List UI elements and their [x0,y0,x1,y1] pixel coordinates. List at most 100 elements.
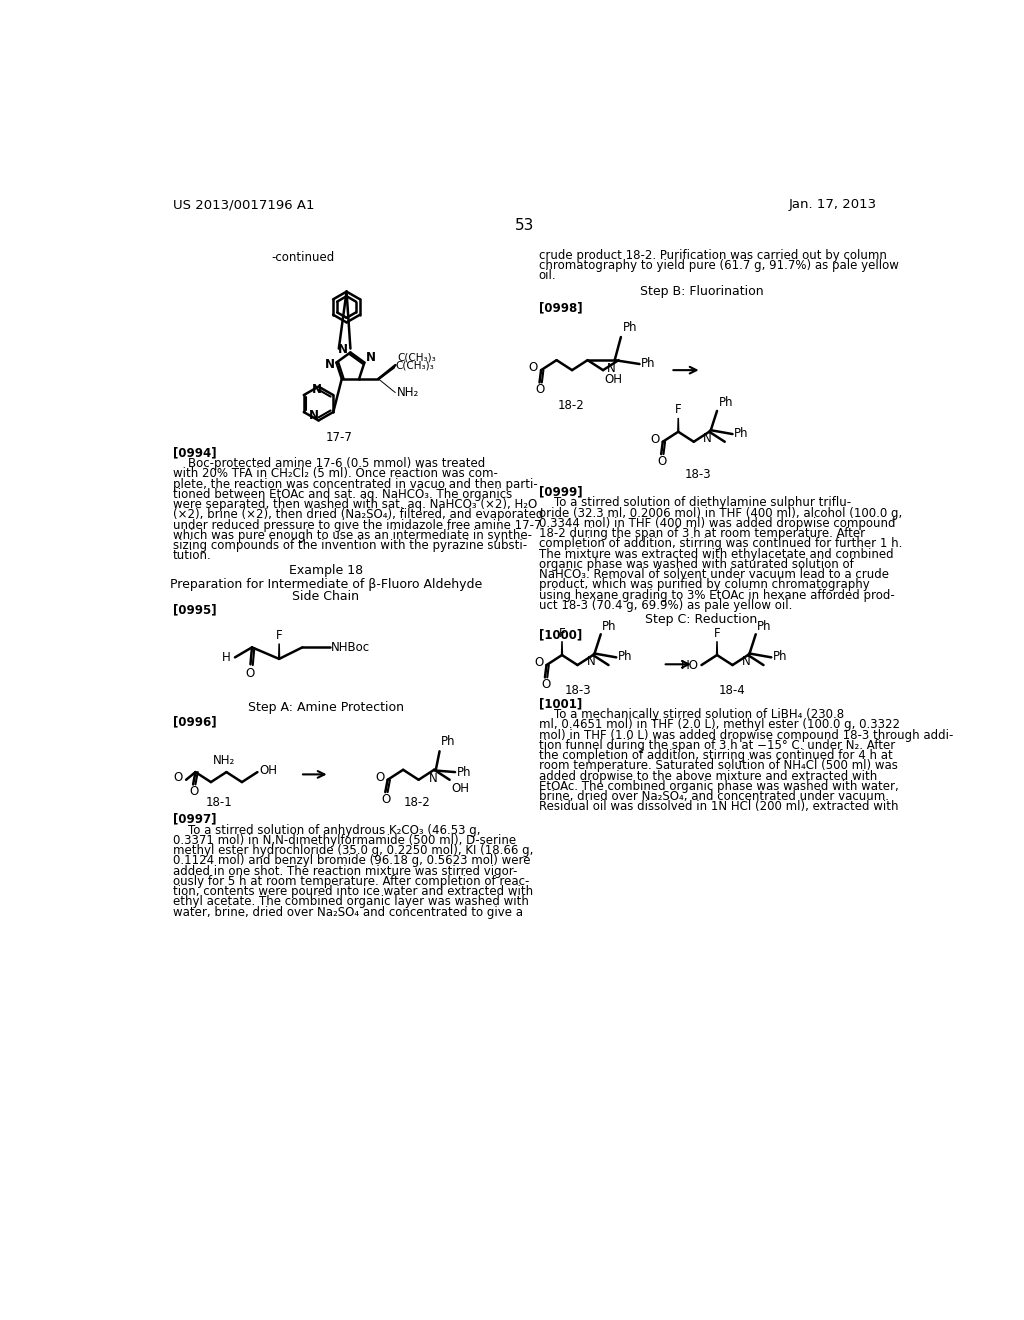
Text: [0997]: [0997] [173,813,216,826]
Text: N: N [366,351,376,364]
Text: O: O [650,433,659,446]
Text: O: O [174,771,183,784]
Text: chromatography to yield pure (61.7 g, 91.7%) as pale yellow: chromatography to yield pure (61.7 g, 91… [539,259,899,272]
Text: product, which was purified by column chromatography: product, which was purified by column ch… [539,578,869,591]
Text: which was pure enough to use as an intermediate in synthe-: which was pure enough to use as an inter… [173,529,531,541]
Text: O: O [541,678,550,692]
Text: 18-2: 18-2 [558,400,585,412]
Text: 18-1: 18-1 [206,796,232,809]
Text: brine, dried over Na₂SO₄, and concentrated under vacuum.: brine, dried over Na₂SO₄, and concentrat… [539,791,889,803]
Text: Ph: Ph [623,321,637,334]
Text: crude product 18-2. Purification was carried out by column: crude product 18-2. Purification was car… [539,249,887,263]
Text: (×2), brine (×2), then dried (Na₂SO₄), filtered, and evaporated: (×2), brine (×2), then dried (Na₂SO₄), f… [173,508,544,521]
Polygon shape [716,642,718,655]
Text: [0995]: [0995] [173,603,216,616]
Polygon shape [278,644,281,659]
Text: Jan. 17, 2013: Jan. 17, 2013 [788,198,877,211]
Text: O: O [535,656,544,669]
Text: OH: OH [452,781,469,795]
Text: NH₂: NH₂ [213,755,236,767]
Text: Step B: Fluorination: Step B: Fluorination [640,285,763,298]
Text: Ph: Ph [602,619,616,632]
Text: plete, the reaction was concentrated in vacuo and then parti-: plete, the reaction was concentrated in … [173,478,538,491]
Text: [0996]: [0996] [173,715,216,729]
Text: US 2013/0017196 A1: US 2013/0017196 A1 [173,198,314,211]
Text: F: F [275,628,283,642]
Polygon shape [677,418,679,432]
Text: NHBoc: NHBoc [331,640,370,653]
Text: To a stirred solution of anhydrous K₂CO₃ (46.53 g,: To a stirred solution of anhydrous K₂CO₃… [173,824,480,837]
Text: tion funnel during the span of 3 h at −15° C. under N₂. After: tion funnel during the span of 3 h at −1… [539,739,895,752]
Text: -continued: -continued [271,251,335,264]
Text: sizing compounds of the invention with the pyrazine substi-: sizing compounds of the invention with t… [173,539,527,552]
Text: the completion of addition, stirring was continued for 4 h at: the completion of addition, stirring was… [539,750,893,762]
Text: Step A: Amine Protection: Step A: Amine Protection [248,701,403,714]
Text: 0.3371 mol) in N,N-dimethylformamide (500 ml), D-serine: 0.3371 mol) in N,N-dimethylformamide (50… [173,834,516,847]
Text: C(CH₃)₃: C(CH₃)₃ [398,352,436,363]
Text: completion of addition, stirring was continued for further 1 h.: completion of addition, stirring was con… [539,537,902,550]
Text: room temperature. Saturated solution of NH₄Cl (500 ml) was: room temperature. Saturated solution of … [539,759,898,772]
Text: N: N [607,363,616,375]
Text: ml, 0.4651 mol) in THF (2.0 L), methyl ester (100.0 g, 0.3322: ml, 0.4651 mol) in THF (2.0 L), methyl e… [539,718,900,731]
Text: 18-3: 18-3 [684,469,711,480]
Text: 53: 53 [515,218,535,234]
Text: were separated, then washed with sat. aq. NaHCO₃ (×2), H₂O: were separated, then washed with sat. aq… [173,498,538,511]
Text: EtOAc. The combined organic phase was washed with water,: EtOAc. The combined organic phase was wa… [539,780,898,793]
Text: N: N [312,383,322,396]
Text: N: N [742,655,751,668]
Text: water, brine, dried over Na₂SO₄ and concentrated to give a: water, brine, dried over Na₂SO₄ and conc… [173,906,523,919]
Text: F: F [714,627,720,640]
Text: tioned between EtOAc and sat. aq. NaHCO₃. The organics: tioned between EtOAc and sat. aq. NaHCO₃… [173,488,512,500]
Text: added in one shot. The reaction mixture was stirred vigor-: added in one shot. The reaction mixture … [173,865,517,878]
Text: N: N [338,343,348,356]
Polygon shape [561,642,563,655]
Text: ethyl acetate. The combined organic layer was washed with: ethyl acetate. The combined organic laye… [173,895,528,908]
Text: Example 18: Example 18 [289,564,362,577]
Text: HO: HO [680,659,698,672]
Text: Ph: Ph [773,649,787,663]
Text: [0994]: [0994] [173,446,216,459]
Text: 18-2 during the span of 3 h at room temperature. After: 18-2 during the span of 3 h at room temp… [539,527,865,540]
Text: Residual oil was dissolved in 1N HCl (200 ml), extracted with: Residual oil was dissolved in 1N HCl (20… [539,800,898,813]
Text: organic phase was washed with saturated solution of: organic phase was washed with saturated … [539,558,853,570]
Text: Ph: Ph [617,649,632,663]
Text: Ph: Ph [758,619,772,632]
Text: OH: OH [604,374,623,387]
Text: Ph: Ph [719,396,733,409]
Text: Ph: Ph [441,735,456,748]
Text: 18-3: 18-3 [564,684,591,697]
Text: Boc-protected amine 17-6 (0.5 mmol) was treated: Boc-protected amine 17-6 (0.5 mmol) was … [173,457,485,470]
Text: F: F [675,404,682,416]
Text: O: O [375,771,385,784]
Text: N: N [587,655,596,668]
Text: 0.1124 mol) and benzyl bromide (96.18 g, 0.5623 mol) were: 0.1124 mol) and benzyl bromide (96.18 g,… [173,854,530,867]
Text: under reduced pressure to give the imidazole free amine 17-7: under reduced pressure to give the imida… [173,519,542,532]
Text: [0999]: [0999] [539,486,583,499]
Text: [0998]: [0998] [539,302,583,314]
Text: O: O [536,383,545,396]
Text: 17-7: 17-7 [326,430,353,444]
Text: Ph: Ph [734,426,749,440]
Text: To a mechanically stirred solution of LiBH₄ (230.8: To a mechanically stirred solution of Li… [539,708,844,721]
Text: mol) in THF (1.0 L) was added dropwise compound 18-3 through addi-: mol) in THF (1.0 L) was added dropwise c… [539,729,953,742]
Text: O: O [528,362,538,375]
Text: N: N [703,432,712,445]
Polygon shape [378,379,396,393]
Text: The mixture was extracted with ethylacetate and combined: The mixture was extracted with ethylacet… [539,548,893,561]
Text: C(CH₃)₃: C(CH₃)₃ [395,360,434,371]
Text: methyl ester hydrochloride (35.0 g, 0.2250 mol), KI (18.66 g,: methyl ester hydrochloride (35.0 g, 0.22… [173,845,534,857]
Text: [1000]: [1000] [539,628,582,642]
Text: Side Chain: Side Chain [292,590,359,603]
Text: tution.: tution. [173,549,212,562]
Text: using hexane grading to 3% EtOAc in hexane afforded prod-: using hexane grading to 3% EtOAc in hexa… [539,589,895,602]
Text: O: O [657,455,667,467]
Text: O: O [189,785,199,799]
Text: Step C: Reduction: Step C: Reduction [645,614,758,627]
Text: 18-4: 18-4 [719,684,745,697]
Text: Ph: Ph [457,766,471,779]
Text: [1001]: [1001] [539,697,582,710]
Text: To a stirred solution of diethylamine sulphur triflu-: To a stirred solution of diethylamine su… [539,496,851,510]
Text: OH: OH [260,764,278,777]
Text: uct 18-3 (70.4 g, 69.9%) as pale yellow oil.: uct 18-3 (70.4 g, 69.9%) as pale yellow … [539,599,793,612]
Text: Ph: Ph [641,358,655,371]
